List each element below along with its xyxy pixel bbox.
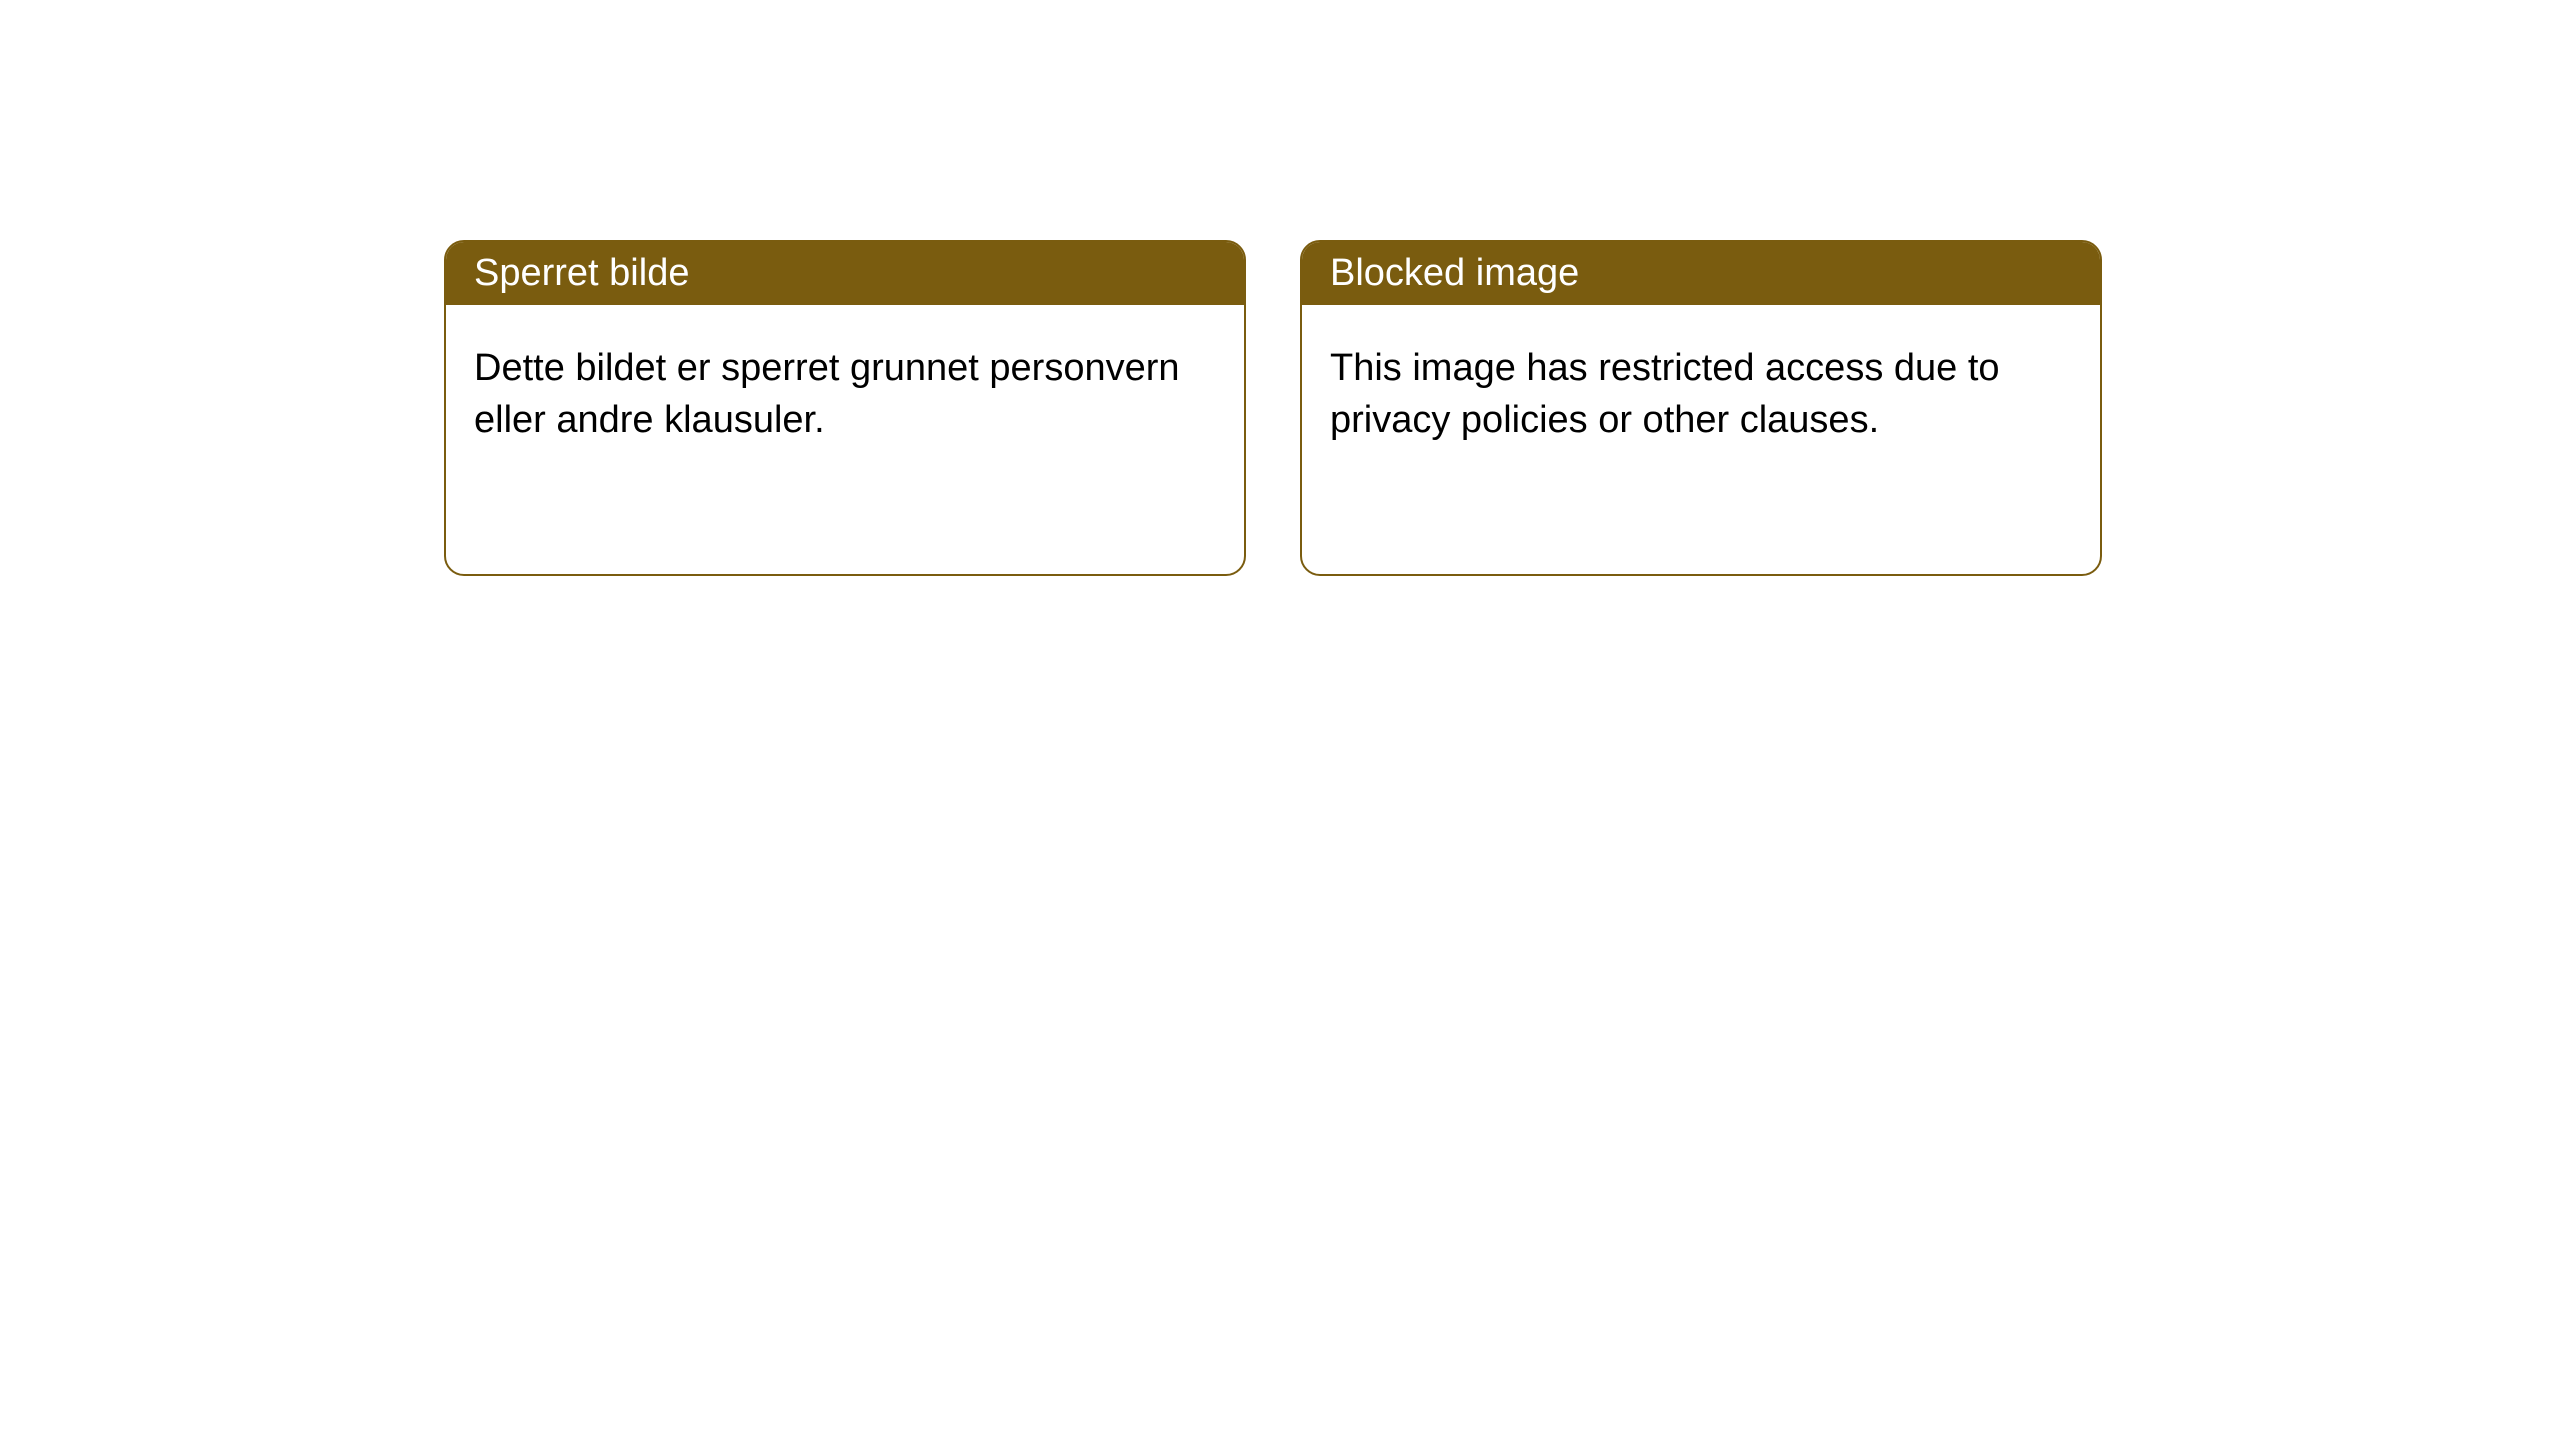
card-header: Blocked image [1302, 242, 2100, 305]
card-message: Dette bildet er sperret grunnet personve… [474, 347, 1180, 441]
card-body: This image has restricted access due to … [1302, 305, 2100, 484]
notice-card-en: Blocked image This image has restricted … [1300, 240, 2102, 576]
card-title: Sperret bilde [474, 252, 689, 294]
card-message: This image has restricted access due to … [1330, 347, 2000, 441]
card-body: Dette bildet er sperret grunnet personve… [446, 305, 1244, 484]
notice-card-no: Sperret bilde Dette bildet er sperret gr… [444, 240, 1246, 576]
card-header: Sperret bilde [446, 242, 1244, 305]
notice-cards-container: Sperret bilde Dette bildet er sperret gr… [444, 240, 2560, 576]
card-title: Blocked image [1330, 252, 1579, 294]
